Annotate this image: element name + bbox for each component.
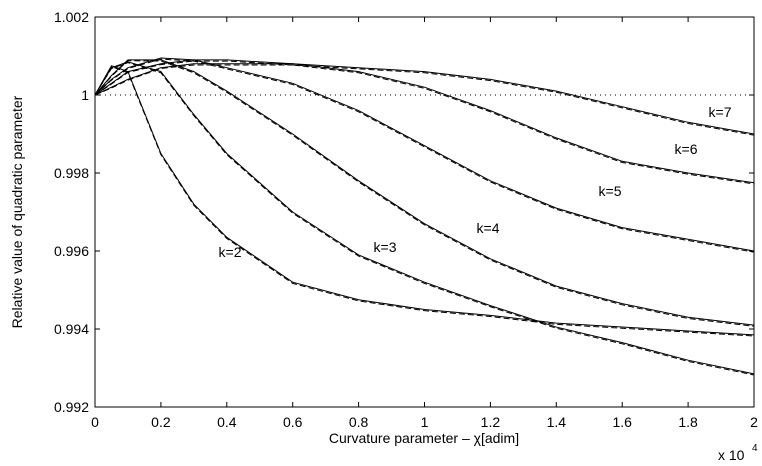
curve [94,59,755,184]
curve-label: k=6 [675,141,698,157]
curve [94,63,755,135]
curve [94,59,755,326]
approx-curve [94,58,755,253]
x-tick-label: 1.8 [678,414,698,430]
x-tick-label: 0.2 [151,414,171,430]
x-tick-label: 1 [421,414,429,430]
x-tick-label: 1.2 [481,414,501,430]
approx-curve [94,62,755,376]
x-tick-label: 0 [91,414,99,430]
curve-label: k=5 [599,183,622,199]
curve-label: k=3 [374,239,397,255]
x-multiplier-exp: 4 [752,443,758,454]
approx-curve [94,64,755,136]
x-axis-label: Curvature parameter – χ[adim] [329,430,519,446]
y-tick-label: 1.002 [54,9,89,25]
plot-area [94,16,755,408]
y-tick-label: 0.994 [54,321,89,337]
curve [94,65,755,336]
x-tick-label: 1.4 [547,414,567,430]
curve-label: k=7 [709,104,732,120]
y-axis-label: Relative value of quadratic parameter [9,95,25,328]
y-tick-label: 1 [81,87,89,103]
y-tick-label: 0.992 [54,399,89,415]
approx-curve [94,60,755,185]
approx-curve [94,60,755,327]
curve-label: k=4 [477,220,500,236]
x-tick-label: 2 [750,414,758,430]
curve [94,57,755,252]
x-tick-label: 0.8 [349,414,369,430]
curve [94,61,755,375]
x-tick-label: 0.4 [217,414,237,430]
x-tick-label: 0.6 [283,414,303,430]
y-tick-label: 0.998 [54,165,89,181]
y-tick-label: 0.996 [54,243,89,259]
curve-label: k=2 [219,244,242,260]
x-tick-label: 1.6 [612,414,632,430]
x-multiplier: x 10 [718,447,745,463]
